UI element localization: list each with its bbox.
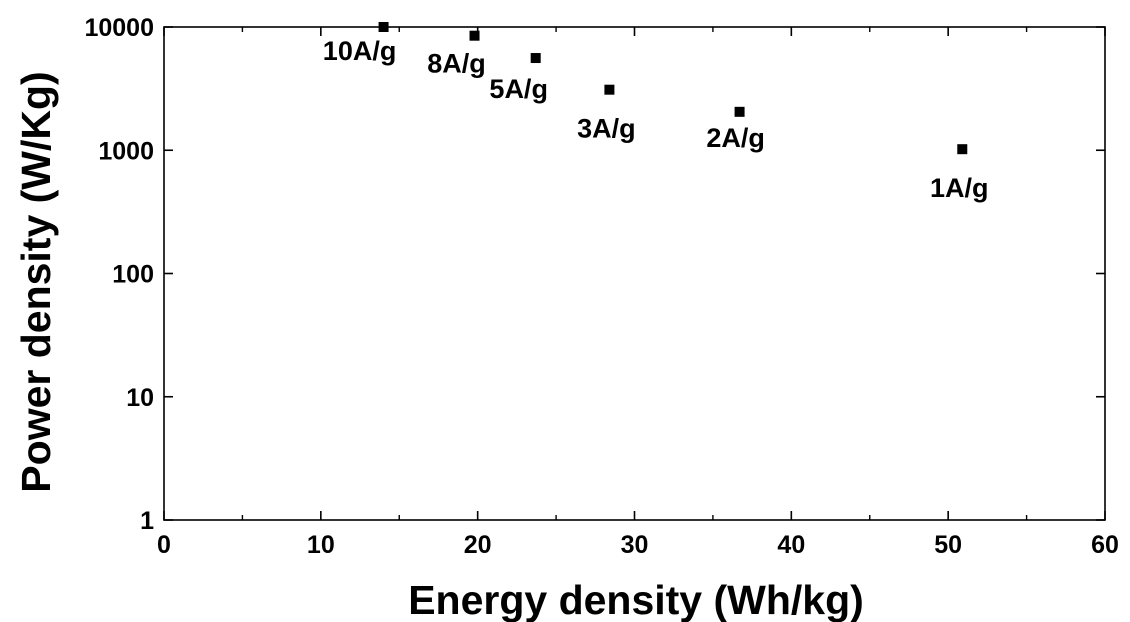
- data-point: [378, 22, 389, 32]
- y-axis-title: Power density (W/Kg): [13, 71, 59, 492]
- x-tick-label: 0: [157, 531, 171, 559]
- data-point: [469, 30, 480, 41]
- ticks: [163, 26, 1106, 521]
- data-point: [604, 84, 615, 95]
- data-label: 2A/g: [706, 123, 765, 153]
- data-labels: 10A/g 8A/g5A/g 3A/g 2A/g 1A/g: [323, 36, 989, 203]
- data-label: 1A/g: [930, 173, 989, 203]
- y-tick-label: 100: [112, 261, 154, 289]
- plot-frame: [163, 26, 1106, 521]
- x-axis-title: Energy density (Wh/kg): [408, 577, 864, 622]
- y-tick-label: 10: [126, 384, 154, 412]
- data-point: [530, 53, 541, 64]
- data-label: 3A/g: [577, 114, 636, 144]
- x-tick-label: 10: [307, 531, 335, 559]
- x-tick-label: 30: [621, 531, 649, 559]
- y-tick-label: 10000: [84, 14, 154, 42]
- x-tick-label: 50: [934, 531, 962, 559]
- data-label: 10A/g: [323, 36, 397, 66]
- tick-labels: 0 10 20 30 40 50 60 1 10 100 1000 10000: [84, 14, 1118, 559]
- data-label: 5A/g: [489, 74, 548, 104]
- data-point: [734, 106, 745, 117]
- data-points: [378, 22, 968, 155]
- y-tick-label: 1: [140, 507, 154, 535]
- axes: [163, 26, 1106, 521]
- x-tick-label: 60: [1091, 531, 1119, 559]
- y-tick-label: 1000: [98, 137, 154, 165]
- x-tick-label: 40: [777, 531, 805, 559]
- x-tick-label: 20: [464, 531, 492, 559]
- data-point: [957, 144, 968, 155]
- data-label: 8A/g: [427, 49, 486, 79]
